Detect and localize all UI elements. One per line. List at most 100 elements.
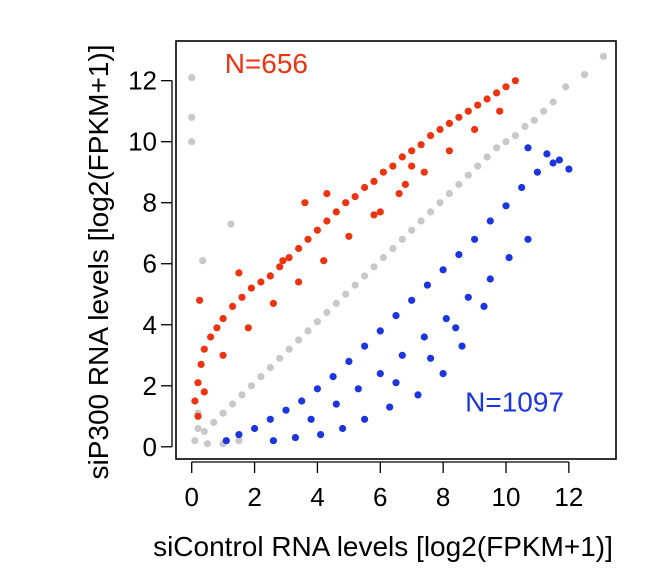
- x-tick-label-3: 6: [373, 482, 387, 512]
- annotation-count-up: N=656: [225, 48, 308, 79]
- point-series-1-20: [351, 193, 359, 201]
- x-tick-label-0: 0: [184, 482, 198, 512]
- x-tick-label-4: 8: [436, 482, 450, 512]
- x-axis-label: siControl RNA levels [log2(FPKM+1)]: [153, 531, 613, 562]
- point-series-1-45: [320, 257, 328, 265]
- point-series-0-42: [229, 400, 237, 408]
- point-series-2-29: [339, 424, 347, 433]
- point-series-1-49: [420, 168, 428, 176]
- x-axis: 0 2 4 6 8 10 12: [184, 461, 583, 512]
- point-series-2-46: [458, 342, 466, 350]
- point-series-0-40: [247, 382, 255, 390]
- point-series-1-21: [361, 183, 369, 192]
- y-tick-label-1: 2: [143, 371, 157, 401]
- point-series-1-23: [379, 168, 387, 176]
- point-series-1-3: [200, 345, 208, 353]
- point-series-1-43: [269, 299, 277, 307]
- point-series-2-31: [386, 403, 394, 411]
- point-series-1-59: [376, 208, 384, 216]
- point-series-2-40: [442, 315, 450, 323]
- point-series-1-16: [313, 226, 321, 234]
- point-series-1-18: [332, 208, 340, 216]
- point-series-1-28: [427, 132, 435, 140]
- point-series-0-14: [493, 144, 501, 152]
- point-series-0-19: [445, 190, 453, 198]
- point-series-1-56: [235, 269, 243, 277]
- x-tick-label-5: 10: [492, 482, 521, 512]
- point-series-0-29: [351, 281, 359, 289]
- y-tick-label-3: 6: [143, 249, 157, 279]
- point-series-1-50: [445, 147, 453, 155]
- point-series-1-27: [417, 141, 425, 149]
- point-series-2-6: [313, 385, 321, 393]
- point-series-2-3: [266, 415, 274, 423]
- point-series-0-16: [474, 162, 482, 170]
- point-series-0-36: [285, 345, 293, 353]
- point-series-0-46: [191, 437, 199, 445]
- point-series-1-13: [285, 254, 293, 262]
- point-series-1-51: [471, 125, 479, 134]
- point-series-0-3: [227, 220, 235, 228]
- x-tick-label-2: 4: [310, 482, 324, 512]
- point-series-1-0: [191, 397, 199, 405]
- point-series-0-45: [200, 427, 208, 436]
- point-series-1-9: [247, 284, 255, 292]
- point-series-1-11: [266, 272, 274, 280]
- point-series-2-2: [251, 424, 259, 433]
- point-series-0-15: [483, 153, 491, 161]
- point-series-0-43: [219, 409, 227, 417]
- point-series-2-0: [222, 437, 230, 445]
- y-tick-label-6: 12: [128, 66, 157, 96]
- point-series-2-15: [455, 251, 463, 259]
- point-series-2-42: [486, 275, 494, 283]
- point-series-1-2: [197, 360, 205, 368]
- point-series-2-16: [471, 235, 479, 243]
- point-series-2-5: [298, 397, 306, 405]
- point-series-1-57: [408, 162, 416, 170]
- point-series-2-9: [361, 342, 369, 350]
- point-series-1-36: [502, 83, 510, 91]
- point-series-2-47: [427, 354, 435, 362]
- point-series-2-25: [524, 144, 532, 152]
- point-series-0-33: [313, 318, 321, 326]
- point-series-2-11: [392, 312, 400, 320]
- point-series-2-49: [480, 302, 488, 310]
- point-series-2-23: [555, 156, 564, 164]
- point-series-2-30: [361, 415, 369, 423]
- point-series-0-17: [464, 171, 472, 179]
- point-series-1-54: [301, 199, 309, 207]
- y-axis: 0 2 4 6 8 10 12: [128, 66, 173, 462]
- point-series-0-10: [530, 116, 538, 124]
- plot-frame: [175, 40, 617, 460]
- point-series-1-34: [483, 95, 491, 103]
- point-series-2-48: [392, 379, 400, 387]
- point-series-2-12: [408, 296, 416, 304]
- point-series-2-1: [235, 431, 243, 439]
- point-series-0-12: [511, 132, 519, 140]
- point-series-0-32: [323, 308, 331, 317]
- y-tick-label-0: 0: [143, 432, 157, 462]
- point-series-1-17: [323, 217, 331, 225]
- point-series-2-34: [307, 415, 315, 423]
- point-series-2-18: [502, 202, 510, 210]
- point-series-2-20: [533, 168, 542, 176]
- point-series-0-31: [332, 299, 340, 307]
- point-series-0-7: [562, 83, 570, 91]
- point-series-2-19: [518, 183, 526, 192]
- point-series-0-0: [188, 74, 196, 82]
- point-series-1-37: [511, 77, 519, 85]
- point-series-0-35: [295, 336, 303, 344]
- point-series-0-38: [266, 363, 274, 372]
- point-series-1-32: [464, 107, 472, 115]
- y-tick-label-5: 10: [128, 127, 157, 157]
- point-series-0-49: [235, 437, 243, 445]
- point-series-0-37: [276, 354, 284, 362]
- point-series-0-30: [342, 290, 350, 298]
- point-series-2-27: [291, 434, 299, 442]
- point-series-0-34: [304, 327, 312, 335]
- x-tick-label-1: 2: [247, 482, 261, 512]
- point-series-1-8: [238, 293, 246, 301]
- point-series-1-33: [474, 101, 482, 109]
- point-series-2-36: [354, 385, 362, 393]
- point-series-1-31: [455, 113, 463, 121]
